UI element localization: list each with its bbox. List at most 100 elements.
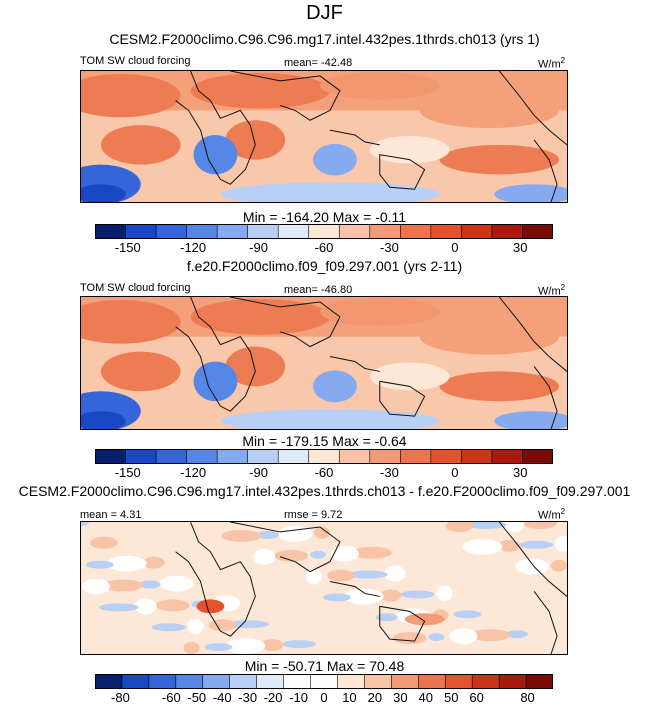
- field-patch-low: [193, 135, 238, 175]
- panel3-colorbar: [95, 674, 554, 689]
- colorbar-tick-label: -10: [289, 690, 308, 705]
- panel2-units-label: W/m2: [538, 283, 566, 298]
- field-patch: [106, 555, 147, 572]
- panel1-colorbar: [95, 224, 554, 239]
- colorbar-tick-label: -60: [161, 690, 181, 705]
- field-patch: [310, 550, 326, 559]
- field-patch: [98, 603, 139, 612]
- colorbar-swatch: [95, 449, 127, 464]
- field-patch: [100, 125, 181, 165]
- panel2-map: [80, 296, 568, 430]
- coastline: [379, 380, 426, 417]
- colorbar-tick-label: 60: [469, 690, 484, 705]
- colorbar-tick-label: -60: [314, 465, 334, 480]
- colorbar-swatch: [156, 224, 188, 239]
- field-patch: [306, 568, 323, 585]
- field-patch: [343, 588, 384, 605]
- panel3-units-label: W/m2: [538, 507, 566, 522]
- panel2-header: f.e20.F2000climo.f09_f09.297.001 (yrs 2-…: [186, 258, 463, 274]
- field-patch-low: [81, 411, 126, 429]
- field-patch: [551, 559, 567, 572]
- panel1-map: [80, 70, 568, 203]
- field-patch: [253, 548, 276, 565]
- field-patch: [555, 535, 567, 552]
- field-patch: [351, 546, 392, 559]
- field-patch: [439, 144, 560, 175]
- colorbar-swatch: [310, 674, 338, 689]
- panel2-mean-label: mean= -46.80: [284, 284, 353, 296]
- colorbar-tick-label: -90: [249, 465, 268, 480]
- colorbar-swatch: [339, 224, 371, 239]
- colorbar-tick-label: -30: [380, 240, 399, 255]
- colorbar-swatch: [418, 674, 446, 689]
- coastline: [175, 71, 256, 185]
- colorbar-tick-label: 30: [393, 690, 408, 705]
- colorbar-swatch: [491, 449, 523, 464]
- field-patch: [190, 72, 330, 109]
- coastline: [498, 71, 567, 146]
- colorbar-swatch: [499, 674, 527, 689]
- field-patch: [445, 522, 474, 532]
- field-patch: [375, 613, 398, 622]
- coastline: [533, 139, 558, 202]
- coastline: [533, 366, 558, 429]
- colorbar-tick-label: 30: [513, 465, 528, 480]
- field-patch: [506, 630, 529, 639]
- field-patch: [155, 599, 190, 612]
- field-patch: [151, 623, 186, 632]
- field-patch: [453, 610, 482, 619]
- field-patch: [208, 619, 237, 632]
- field-patch: [519, 540, 554, 549]
- field-patch-low: [494, 184, 567, 202]
- colorbar-border: [95, 674, 553, 689]
- colorbar-swatch: [121, 674, 150, 689]
- colorbar-tick-label: 10: [342, 690, 357, 705]
- colorbar-swatch: [526, 674, 554, 689]
- field-patch-low: [313, 143, 357, 176]
- colorbar-swatch: [400, 449, 432, 464]
- colorbar-swatch: [278, 224, 310, 239]
- field-patch: [436, 585, 453, 602]
- colorbar-tick-label: 40: [418, 690, 433, 705]
- panel1-units-label: W/m2: [538, 56, 566, 71]
- field-patch: [320, 71, 440, 100]
- field-patch: [439, 371, 560, 402]
- field-patch: [462, 538, 503, 555]
- panel2-variable-label: TOM SW cloud forcing: [80, 282, 191, 294]
- coastline: [379, 605, 426, 642]
- colorbar-swatch: [229, 674, 258, 689]
- field-patch: [326, 569, 355, 582]
- colorbar-swatch: [217, 224, 249, 239]
- field-patch-low: [220, 409, 440, 429]
- field-patch: [102, 579, 143, 592]
- colorbar-swatch: [256, 674, 285, 689]
- colorbar-swatch: [125, 449, 157, 464]
- field-patch: [257, 530, 280, 539]
- panel3-minmax: Min = -50.71 Max = 70.48: [244, 658, 405, 674]
- colorbar-swatch: [337, 674, 365, 689]
- field-patch-low: [220, 182, 440, 202]
- field-patch: [274, 549, 309, 562]
- colorbar-swatch: [364, 674, 392, 689]
- colorbar-tick-label: -120: [180, 465, 207, 480]
- panel3-mean-label: mean = 4.31: [80, 509, 142, 521]
- colorbar-swatch: [461, 224, 493, 239]
- colorbar-border: [95, 449, 553, 464]
- field-patch: [320, 297, 440, 326]
- colorbar-swatch: [278, 449, 310, 464]
- colorbar-tick-label: 0: [451, 240, 459, 255]
- colorbar-tick-label: -20: [263, 690, 283, 705]
- colorbar-swatch: [175, 674, 204, 689]
- field-patch: [225, 120, 286, 160]
- panel2-minmax: Min = -179.15 Max = -0.64: [242, 433, 407, 449]
- colorbar-tick-label: -150: [114, 465, 141, 480]
- colorbar-swatch: [283, 674, 312, 689]
- colorbar-swatch: [369, 449, 401, 464]
- colorbar-tick-label: 80: [520, 690, 535, 705]
- field-patch: [400, 590, 435, 599]
- field-patch: [142, 556, 165, 569]
- field-patch: [419, 318, 560, 355]
- field-patch: [392, 632, 427, 645]
- panel3-header: CESM2.F2000climo.C96.C96.mg17.intel.432p…: [18, 483, 631, 499]
- panel1-mean-label: mean= -42.48: [284, 57, 353, 69]
